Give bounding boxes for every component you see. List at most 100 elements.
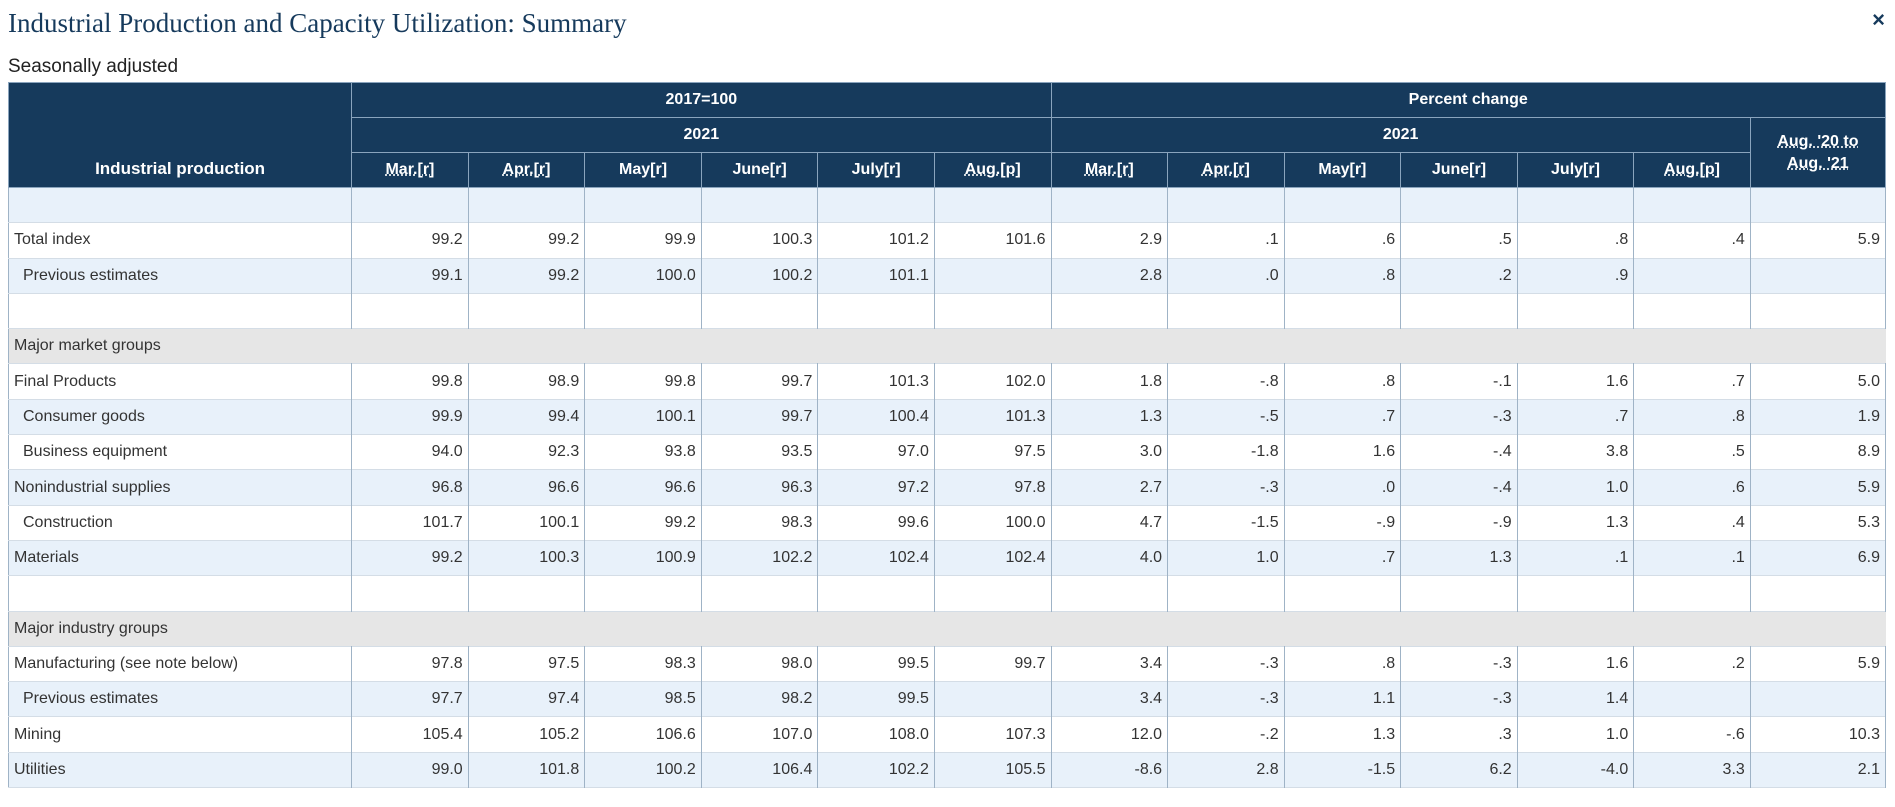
table-cell: 5.9 xyxy=(1750,469,1887,506)
table-cell: -.8 xyxy=(1167,363,1285,400)
month-header-label[interactable]: Apr.[r] xyxy=(1201,161,1250,178)
table-cell xyxy=(351,187,469,223)
group-header-index: 2017=100 xyxy=(351,82,1052,118)
table-row: Final Products 99.8 98.9 99.8 99.7 101.3 102.0… xyxy=(8,363,1887,400)
table-row: Construction 101.7 100.1 99.2 98.3 99.6 100.0 4… xyxy=(8,505,1887,541)
month-header: Aug.[p] xyxy=(1633,152,1751,188)
table-cell: .5 xyxy=(1633,434,1751,470)
table-cell: 100.9 xyxy=(584,540,702,576)
row-label: Manufacturing (see note below) xyxy=(8,646,353,682)
table-cell: .8 xyxy=(1633,399,1751,435)
table-cell: 10.3 xyxy=(1750,716,1887,753)
close-icon[interactable]: × xyxy=(1872,7,1885,32)
table-cell: .7 xyxy=(1284,540,1402,576)
table-cell: -1.8 xyxy=(1167,434,1285,470)
table-cell: -8.6 xyxy=(1051,752,1169,788)
table-cell: 100.2 xyxy=(701,258,819,294)
table-cell: 96.6 xyxy=(468,469,586,506)
month-header-label[interactable]: Mar.[r] xyxy=(385,161,435,178)
table-cell: -.6 xyxy=(1633,716,1751,753)
row-label: Construction xyxy=(8,505,353,541)
row-label xyxy=(8,293,353,329)
table-row: Materials 99.2 100.3 100.9 102.2 102.4 102.4 4.… xyxy=(8,540,1887,576)
table-cell: 105.4 xyxy=(351,716,469,753)
table-row: Nonindustrial supplies 96.8 96.6 96.6 96.3 97… xyxy=(8,469,1887,506)
table-cell xyxy=(1750,187,1887,223)
table-cell xyxy=(934,293,1052,329)
row-label: Previous estimates xyxy=(8,258,353,294)
table-cell: 12.0 xyxy=(1051,716,1169,753)
table-cell: 99.0 xyxy=(351,752,469,788)
table-cell: .1 xyxy=(1517,540,1635,576)
table-cell: 97.7 xyxy=(351,681,469,717)
table-cell: 93.5 xyxy=(701,434,819,470)
table-cell: 3.8 xyxy=(1517,434,1635,470)
table-cell: 106.4 xyxy=(701,752,819,788)
month-header: Aug.[p] xyxy=(933,152,1052,188)
table-cell: 97.5 xyxy=(468,646,586,682)
table-cell: 97.2 xyxy=(817,469,935,506)
table-cell: 99.9 xyxy=(584,222,702,259)
month-header-label: June[r] xyxy=(732,161,787,178)
table-cell: 97.8 xyxy=(351,646,469,682)
table-cell: 3.0 xyxy=(1051,434,1169,470)
annual-change-header[interactable]: Aug. '20 to Aug. '21 xyxy=(1749,117,1887,188)
table-cell: 96.3 xyxy=(701,469,819,506)
table-cell: 101.2 xyxy=(817,222,935,259)
row-label: Total index xyxy=(8,222,353,259)
table-cell: 5.9 xyxy=(1750,222,1887,259)
table-cell xyxy=(1633,575,1751,612)
table-cell xyxy=(584,575,702,612)
table-cell: 99.2 xyxy=(351,540,469,576)
table-cell: 98.9 xyxy=(468,363,586,400)
month-header: Apr.[r] xyxy=(1167,152,1285,188)
table-cell: 2.8 xyxy=(1167,752,1285,788)
table-cell xyxy=(701,293,819,329)
month-header-label[interactable]: Aug.[p] xyxy=(1664,161,1721,178)
table-row: Mining 105.4 105.2 106.6 107.0 108.0 107.3 12.0… xyxy=(8,716,1887,753)
year-header-percent: 2021 xyxy=(1050,117,1751,153)
row-label: Business equipment xyxy=(8,434,353,470)
row-label: Consumer goods xyxy=(8,399,353,435)
table-cell: 99.2 xyxy=(584,505,702,541)
table-cell: 99.7 xyxy=(701,399,819,435)
table-cell: 3.4 xyxy=(1051,646,1169,682)
table-cell: 2.8 xyxy=(1051,258,1169,294)
table-cell xyxy=(817,293,935,329)
table-cell: 100.1 xyxy=(584,399,702,435)
table-cell: .0 xyxy=(1167,258,1285,294)
table-cell: 94.0 xyxy=(351,434,469,470)
table-cell: 99.2 xyxy=(468,222,586,259)
annual-change-header-line2: Aug. '21 xyxy=(1787,154,1849,172)
month-header-label[interactable]: Apr.[r] xyxy=(502,161,551,178)
table-cell: 99.5 xyxy=(817,646,935,682)
month-header: June[r] xyxy=(1400,152,1518,188)
table-cell: 100.1 xyxy=(468,505,586,541)
table-cell xyxy=(1284,187,1402,223)
table-cell: 99.7 xyxy=(701,363,819,400)
table-cell: 99.5 xyxy=(817,681,935,717)
table-cell: 1.3 xyxy=(1051,399,1169,435)
table-cell: 1.4 xyxy=(1517,681,1635,717)
table-cell: -.3 xyxy=(1400,399,1518,435)
row-label: Nonindustrial supplies xyxy=(8,469,353,506)
table-cell: .8 xyxy=(1284,646,1402,682)
table-cell: 98.3 xyxy=(584,646,702,682)
table-cell: .7 xyxy=(1517,399,1635,435)
table-cell: .3 xyxy=(1400,716,1518,753)
table-cell: -4.0 xyxy=(1517,752,1635,788)
month-header-label[interactable]: Aug.[p] xyxy=(964,161,1021,178)
month-header-label[interactable]: Mar.[r] xyxy=(1084,161,1134,178)
table-cell: 5.0 xyxy=(1750,363,1887,400)
subtitle: Seasonally adjusted xyxy=(8,56,179,77)
table-cell: 107.0 xyxy=(701,716,819,753)
table-cell xyxy=(1517,575,1635,612)
table-cell xyxy=(1400,187,1518,223)
table-cell: -.2 xyxy=(1167,716,1285,753)
table-cell: .6 xyxy=(1284,222,1402,259)
group-header-percent: Percent change xyxy=(1050,82,1887,118)
table-cell: .5 xyxy=(1400,222,1518,259)
table-cell: 1.0 xyxy=(1517,469,1635,506)
table-cell: .7 xyxy=(1284,399,1402,435)
table-cell: 4.0 xyxy=(1051,540,1169,576)
